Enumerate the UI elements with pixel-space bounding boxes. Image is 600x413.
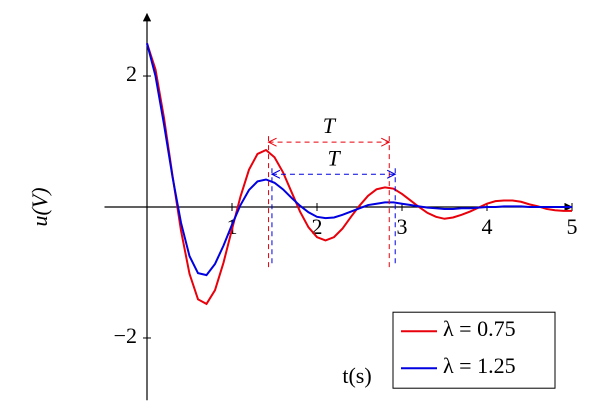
- x-tick-label: 3: [397, 214, 408, 239]
- arrow-head: [381, 137, 391, 147]
- arrow-head: [267, 137, 277, 147]
- arrow-head: [386, 169, 397, 179]
- y-axis-label: u(V): [27, 187, 52, 226]
- legend-label: λ = 1.25: [443, 353, 516, 378]
- y-tick-label: −2: [114, 323, 137, 348]
- series-line: [146, 42, 572, 306]
- x-tick-label: 4: [482, 214, 493, 239]
- period-label: T: [323, 113, 337, 138]
- x-axis-label: t(s): [342, 363, 371, 388]
- x-tick-label: 2: [312, 214, 323, 239]
- legend-box: [392, 311, 556, 389]
- y-tick-label: 2: [126, 61, 137, 86]
- series-line: [146, 43, 572, 277]
- x-tick-label: 5: [567, 214, 578, 239]
- arrow-head: [270, 169, 281, 179]
- period-label: T: [327, 145, 341, 170]
- legend-label: λ = 0.75: [443, 316, 516, 341]
